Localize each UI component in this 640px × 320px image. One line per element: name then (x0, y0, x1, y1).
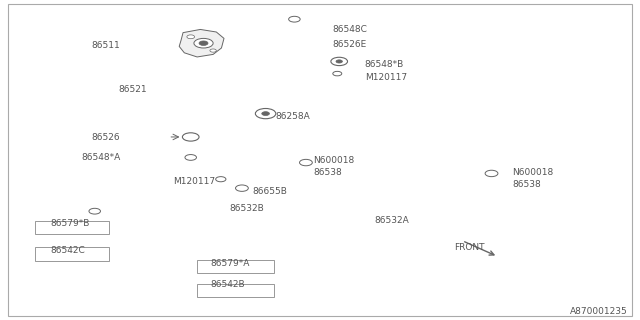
Text: 86542B: 86542B (210, 280, 244, 289)
Circle shape (485, 170, 498, 177)
Text: 86532A: 86532A (374, 216, 409, 225)
Bar (197, 284, 274, 297)
Text: M120117: M120117 (365, 73, 407, 82)
Text: A870001235: A870001235 (570, 307, 627, 316)
Text: N600018: N600018 (314, 156, 355, 165)
Circle shape (187, 35, 195, 39)
Circle shape (194, 38, 213, 48)
Circle shape (89, 208, 100, 214)
Text: 86579*B: 86579*B (50, 219, 90, 228)
Bar (35, 247, 109, 261)
Text: 86548*A: 86548*A (81, 153, 120, 162)
Polygon shape (179, 29, 224, 57)
Circle shape (185, 155, 196, 160)
Text: 86655B: 86655B (253, 188, 287, 196)
Circle shape (199, 41, 208, 45)
Circle shape (336, 60, 342, 63)
Text: 86579*A: 86579*A (210, 259, 250, 268)
Text: 86521: 86521 (118, 85, 147, 94)
Text: FRONT: FRONT (454, 243, 485, 252)
Text: 86258A: 86258A (275, 112, 310, 121)
Bar (35, 221, 109, 234)
Circle shape (333, 71, 342, 76)
Circle shape (236, 185, 248, 191)
Text: 86526: 86526 (92, 133, 120, 142)
Text: N600018: N600018 (512, 168, 553, 177)
Circle shape (216, 177, 226, 182)
Text: 86548*B: 86548*B (365, 60, 404, 68)
Text: 86538: 86538 (512, 180, 541, 188)
Text: 86538: 86538 (314, 168, 342, 177)
Circle shape (300, 159, 312, 166)
Text: 86542C: 86542C (50, 246, 84, 255)
Bar (197, 260, 274, 273)
Circle shape (182, 133, 199, 141)
Circle shape (255, 108, 276, 119)
Text: 86532B: 86532B (229, 204, 264, 213)
Circle shape (262, 112, 269, 116)
Circle shape (210, 49, 216, 52)
Text: M120117: M120117 (173, 177, 215, 186)
Text: 86511: 86511 (92, 41, 120, 50)
Circle shape (289, 16, 300, 22)
Text: 86548C: 86548C (333, 25, 367, 34)
Circle shape (331, 57, 348, 66)
Text: 86526E: 86526E (333, 40, 367, 49)
